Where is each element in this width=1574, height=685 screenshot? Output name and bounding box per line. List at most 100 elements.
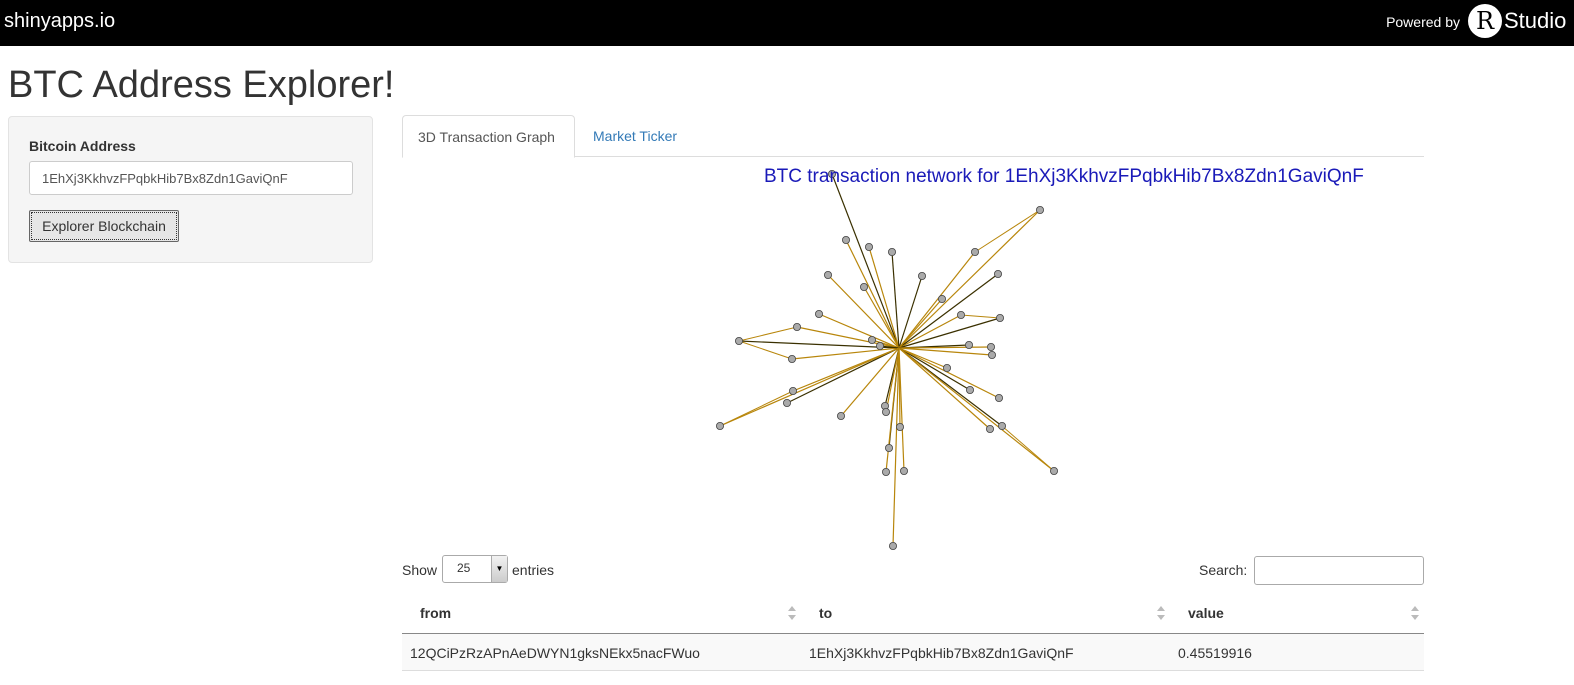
dropdown-arrow-icon[interactable]: ▼: [491, 556, 507, 582]
graph-edge: [831, 173, 900, 349]
top-bar: shinyapps.io Powered by R Studio: [0, 0, 1574, 46]
graph-edge: [898, 317, 1001, 349]
rstudio-wordmark: Studio: [1504, 8, 1567, 33]
column-header-to[interactable]: to: [819, 605, 833, 621]
graph-node[interactable]: [988, 350, 997, 359]
graph-edge: [898, 314, 962, 349]
column-header-from[interactable]: from: [420, 605, 452, 621]
graph-edge: [786, 347, 900, 404]
explorer-blockchain-button[interactable]: Explorer Blockchain: [29, 210, 179, 242]
sort-icon[interactable]: [1411, 606, 1419, 622]
graph-node[interactable]: [881, 407, 890, 416]
graph-node[interactable]: [881, 467, 890, 476]
graph-edge: [827, 274, 900, 349]
graph-node[interactable]: [867, 335, 876, 344]
transactions-table: from to value 12QCiPzRzAPnAeDWYN1gksNEkx…: [402, 594, 1424, 671]
graph-edge: [891, 251, 900, 349]
bitcoin-address-label: Bitcoin Address: [29, 138, 136, 154]
powered-by-label: Powered by: [1386, 14, 1460, 30]
graph-node[interactable]: [996, 313, 1005, 322]
graph-node[interactable]: [995, 393, 1004, 402]
graph-node[interactable]: [887, 248, 896, 257]
column-header-value[interactable]: value: [1188, 605, 1224, 621]
graph-node[interactable]: [899, 466, 908, 475]
graph-edge: [898, 347, 1000, 399]
brand-logo[interactable]: shinyapps.io: [4, 10, 116, 32]
graph-node[interactable]: [987, 342, 996, 351]
graph-node[interactable]: [715, 421, 724, 430]
tab-market-ticker[interactable]: Market Ticker: [593, 128, 678, 144]
graph-edge: [818, 313, 900, 349]
show-label: Show: [402, 562, 438, 578]
graph-edge: [898, 298, 943, 349]
graph-edge: [898, 209, 1041, 349]
graph-node[interactable]: [836, 411, 845, 420]
graph-node[interactable]: [788, 386, 797, 395]
graph-edge: [898, 347, 991, 430]
graph-node[interactable]: [888, 541, 897, 550]
graph-edge: [898, 273, 999, 349]
graph-node[interactable]: [823, 271, 832, 280]
graph-edge: [898, 346, 992, 349]
graph-node[interactable]: [841, 236, 850, 245]
network-graph-svg[interactable]: [402, 158, 1424, 553]
graph-node[interactable]: [895, 422, 904, 431]
graph-node[interactable]: [957, 310, 966, 319]
graph-edge: [840, 347, 900, 417]
cell-to: 1EhXj3KkhvzFPqbkHib7Bx8Zdn1GaviQnF: [809, 645, 1074, 661]
graph-edge: [898, 347, 905, 472]
graph-edge: [863, 286, 900, 349]
graph-edge: [719, 390, 794, 427]
graph-node[interactable]: [875, 341, 884, 350]
graph-edge: [960, 314, 1001, 319]
graph-edge: [738, 340, 793, 360]
entries-select[interactable]: 25 ▼: [442, 555, 508, 583]
graph-edge: [898, 347, 971, 391]
graph-node[interactable]: [864, 243, 873, 252]
graph-node[interactable]: [986, 424, 995, 433]
sort-icon[interactable]: [1157, 606, 1165, 622]
graph-node[interactable]: [827, 169, 836, 178]
graph-edge: [898, 251, 976, 349]
graph-edge: [898, 347, 1055, 472]
graph-node[interactable]: [884, 443, 893, 452]
graph-edge: [868, 246, 900, 349]
transaction-graph[interactable]: BTC transaction network for 1EhXj3KkhvzF…: [402, 158, 1424, 553]
graph-node[interactable]: [994, 270, 1003, 279]
entries-label: entries: [512, 562, 555, 578]
graph-edge: [885, 347, 900, 413]
graph-edge: [892, 347, 900, 547]
graph-node[interactable]: [792, 322, 801, 331]
graph-node[interactable]: [814, 309, 823, 318]
graph-node[interactable]: [943, 363, 952, 372]
graph-node[interactable]: [998, 421, 1007, 430]
table-header: from to value: [402, 594, 1424, 634]
graph-node[interactable]: [734, 336, 743, 345]
table-row: 12QCiPzRzAPnAeDWYN1gksNEkx5nacFWuo 1EhXj…: [402, 634, 1424, 671]
graph-node[interactable]: [782, 398, 791, 407]
graph-edge: [898, 347, 993, 356]
graph-edge: [719, 347, 900, 427]
cell-value: 0.45519916: [1178, 645, 1252, 661]
bitcoin-address-input[interactable]: [29, 161, 353, 195]
graph-node[interactable]: [1050, 466, 1059, 475]
graph-edge: [791, 347, 900, 360]
graph-node[interactable]: [918, 272, 927, 281]
tab-3d-transaction-graph[interactable]: 3D Transaction Graph: [402, 115, 575, 158]
entries-select-value: 25: [457, 561, 471, 575]
graph-node[interactable]: [1036, 206, 1045, 215]
graph-edge: [898, 275, 923, 349]
graph-node[interactable]: [859, 283, 868, 292]
graph-node[interactable]: [787, 354, 796, 363]
graph-title: BTC transaction network for 1EhXj3KkhvzF…: [764, 166, 1364, 187]
graph-node[interactable]: [971, 248, 980, 257]
cell-from: 12QCiPzRzAPnAeDWYN1gksNEkx5nacFWuo: [410, 645, 700, 661]
graph-node[interactable]: [965, 340, 974, 349]
graph-node[interactable]: [938, 294, 947, 303]
sort-icon[interactable]: [788, 606, 796, 622]
rstudio-r-icon: R: [1468, 4, 1502, 38]
graph-node[interactable]: [966, 385, 975, 394]
graph-edge: [738, 326, 798, 342]
table-search-input[interactable]: [1254, 556, 1424, 585]
graph-edge: [974, 209, 1041, 253]
